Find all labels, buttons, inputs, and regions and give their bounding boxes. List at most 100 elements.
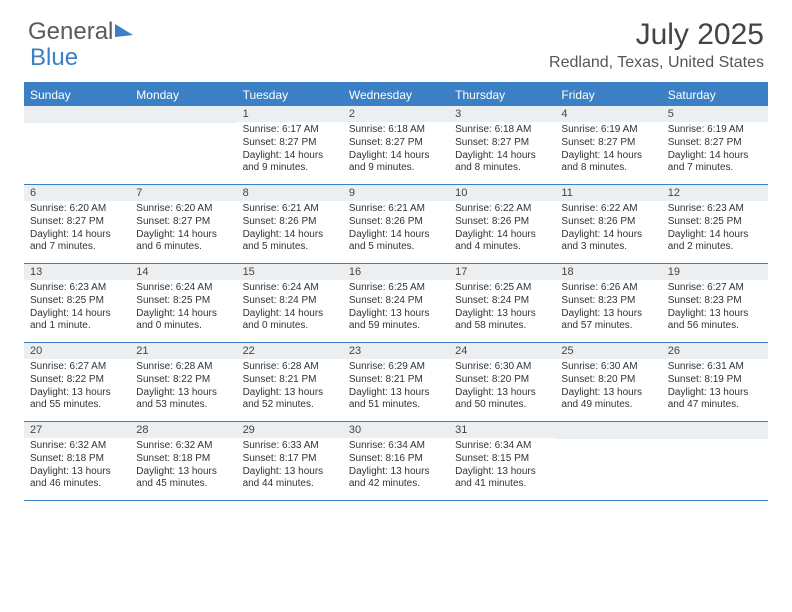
- daylight-line: Daylight: 13 hours and 56 minutes.: [668, 308, 762, 334]
- sunset-line: Sunset: 8:25 PM: [668, 216, 762, 229]
- day-cell: 3Sunrise: 6:18 AMSunset: 8:27 PMDaylight…: [449, 106, 555, 184]
- daylight-line: Daylight: 14 hours and 5 minutes.: [349, 229, 443, 255]
- day-cell: 15Sunrise: 6:24 AMSunset: 8:24 PMDayligh…: [237, 264, 343, 342]
- day-cell: 28Sunrise: 6:32 AMSunset: 8:18 PMDayligh…: [130, 422, 236, 500]
- day-number: 30: [343, 422, 449, 438]
- sunset-line: Sunset: 8:20 PM: [455, 374, 549, 387]
- day-body: Sunrise: 6:30 AMSunset: 8:20 PMDaylight:…: [555, 359, 661, 416]
- day-cell: 31Sunrise: 6:34 AMSunset: 8:15 PMDayligh…: [449, 422, 555, 500]
- daylight-line: Daylight: 13 hours and 44 minutes.: [243, 466, 337, 492]
- sunrise-line: Sunrise: 6:33 AM: [243, 440, 337, 453]
- sunrise-line: Sunrise: 6:25 AM: [455, 282, 549, 295]
- daylight-line: Daylight: 14 hours and 6 minutes.: [136, 229, 230, 255]
- day-cell: 23Sunrise: 6:29 AMSunset: 8:21 PMDayligh…: [343, 343, 449, 421]
- day-number: [130, 106, 236, 123]
- day-cell: 21Sunrise: 6:28 AMSunset: 8:22 PMDayligh…: [130, 343, 236, 421]
- day-cell: 8Sunrise: 6:21 AMSunset: 8:26 PMDaylight…: [237, 185, 343, 263]
- weeks-container: 1Sunrise: 6:17 AMSunset: 8:27 PMDaylight…: [24, 106, 768, 501]
- day-cell-empty: [24, 106, 130, 184]
- day-body: Sunrise: 6:21 AMSunset: 8:26 PMDaylight:…: [343, 201, 449, 258]
- daylight-line: Daylight: 13 hours and 46 minutes.: [30, 466, 124, 492]
- sunset-line: Sunset: 8:27 PM: [668, 137, 762, 150]
- logo: General: [28, 18, 133, 46]
- week-row: 6Sunrise: 6:20 AMSunset: 8:27 PMDaylight…: [24, 185, 768, 264]
- sunrise-line: Sunrise: 6:26 AM: [561, 282, 655, 295]
- day-body: Sunrise: 6:27 AMSunset: 8:23 PMDaylight:…: [662, 280, 768, 337]
- daylight-line: Daylight: 14 hours and 5 minutes.: [243, 229, 337, 255]
- sunset-line: Sunset: 8:27 PM: [136, 216, 230, 229]
- daylight-line: Daylight: 13 hours and 59 minutes.: [349, 308, 443, 334]
- logo-triangle-icon: [115, 22, 133, 37]
- sunset-line: Sunset: 8:23 PM: [561, 295, 655, 308]
- sunset-line: Sunset: 8:19 PM: [668, 374, 762, 387]
- day-number: 3: [449, 106, 555, 122]
- sunset-line: Sunset: 8:22 PM: [30, 374, 124, 387]
- sunset-line: Sunset: 8:25 PM: [30, 295, 124, 308]
- daylight-line: Daylight: 13 hours and 45 minutes.: [136, 466, 230, 492]
- sunrise-line: Sunrise: 6:31 AM: [668, 361, 762, 374]
- day-body: Sunrise: 6:29 AMSunset: 8:21 PMDaylight:…: [343, 359, 449, 416]
- day-body: Sunrise: 6:28 AMSunset: 8:21 PMDaylight:…: [237, 359, 343, 416]
- day-cell: 30Sunrise: 6:34 AMSunset: 8:16 PMDayligh…: [343, 422, 449, 500]
- day-of-week-cell: Monday: [130, 84, 236, 106]
- day-cell: 18Sunrise: 6:26 AMSunset: 8:23 PMDayligh…: [555, 264, 661, 342]
- day-body: Sunrise: 6:20 AMSunset: 8:27 PMDaylight:…: [130, 201, 236, 258]
- day-body: Sunrise: 6:21 AMSunset: 8:26 PMDaylight:…: [237, 201, 343, 258]
- sunset-line: Sunset: 8:27 PM: [30, 216, 124, 229]
- week-row: 1Sunrise: 6:17 AMSunset: 8:27 PMDaylight…: [24, 106, 768, 185]
- day-number: 31: [449, 422, 555, 438]
- sunset-line: Sunset: 8:24 PM: [243, 295, 337, 308]
- day-number: 14: [130, 264, 236, 280]
- sunrise-line: Sunrise: 6:17 AM: [243, 124, 337, 137]
- sunrise-line: Sunrise: 6:23 AM: [30, 282, 124, 295]
- day-number: 9: [343, 185, 449, 201]
- location-text: Redland, Texas, United States: [549, 54, 764, 72]
- day-cell: 11Sunrise: 6:22 AMSunset: 8:26 PMDayligh…: [555, 185, 661, 263]
- day-of-week-row: SundayMondayTuesdayWednesdayThursdayFrid…: [24, 84, 768, 106]
- day-cell: 19Sunrise: 6:27 AMSunset: 8:23 PMDayligh…: [662, 264, 768, 342]
- sunset-line: Sunset: 8:27 PM: [561, 137, 655, 150]
- day-number: 10: [449, 185, 555, 201]
- sunrise-line: Sunrise: 6:22 AM: [455, 203, 549, 216]
- day-number: 19: [662, 264, 768, 280]
- day-body: Sunrise: 6:34 AMSunset: 8:16 PMDaylight:…: [343, 438, 449, 495]
- week-row: 13Sunrise: 6:23 AMSunset: 8:25 PMDayligh…: [24, 264, 768, 343]
- day-cell: 7Sunrise: 6:20 AMSunset: 8:27 PMDaylight…: [130, 185, 236, 263]
- sunrise-line: Sunrise: 6:32 AM: [30, 440, 124, 453]
- day-number: 15: [237, 264, 343, 280]
- daylight-line: Daylight: 14 hours and 8 minutes.: [455, 150, 549, 176]
- day-number: 22: [237, 343, 343, 359]
- day-cell: 2Sunrise: 6:18 AMSunset: 8:27 PMDaylight…: [343, 106, 449, 184]
- day-number: [555, 422, 661, 439]
- sunset-line: Sunset: 8:26 PM: [243, 216, 337, 229]
- day-cell: 4Sunrise: 6:19 AMSunset: 8:27 PMDaylight…: [555, 106, 661, 184]
- day-of-week-cell: Sunday: [24, 84, 130, 106]
- day-body: Sunrise: 6:31 AMSunset: 8:19 PMDaylight:…: [662, 359, 768, 416]
- day-body: Sunrise: 6:17 AMSunset: 8:27 PMDaylight:…: [237, 122, 343, 179]
- sunset-line: Sunset: 8:18 PM: [136, 453, 230, 466]
- sunset-line: Sunset: 8:18 PM: [30, 453, 124, 466]
- daylight-line: Daylight: 13 hours and 50 minutes.: [455, 387, 549, 413]
- day-number: 2: [343, 106, 449, 122]
- day-of-week-cell: Wednesday: [343, 84, 449, 106]
- sunset-line: Sunset: 8:24 PM: [455, 295, 549, 308]
- day-cell: 27Sunrise: 6:32 AMSunset: 8:18 PMDayligh…: [24, 422, 130, 500]
- sunrise-line: Sunrise: 6:22 AM: [561, 203, 655, 216]
- sunrise-line: Sunrise: 6:20 AM: [136, 203, 230, 216]
- day-cell: 17Sunrise: 6:25 AMSunset: 8:24 PMDayligh…: [449, 264, 555, 342]
- day-body: Sunrise: 6:20 AMSunset: 8:27 PMDaylight:…: [24, 201, 130, 258]
- sunset-line: Sunset: 8:27 PM: [243, 137, 337, 150]
- day-cell: 9Sunrise: 6:21 AMSunset: 8:26 PMDaylight…: [343, 185, 449, 263]
- sunrise-line: Sunrise: 6:19 AM: [561, 124, 655, 137]
- daylight-line: Daylight: 14 hours and 9 minutes.: [349, 150, 443, 176]
- day-body: Sunrise: 6:32 AMSunset: 8:18 PMDaylight:…: [24, 438, 130, 495]
- day-cell: 10Sunrise: 6:22 AMSunset: 8:26 PMDayligh…: [449, 185, 555, 263]
- day-number: 18: [555, 264, 661, 280]
- daylight-line: Daylight: 13 hours and 58 minutes.: [455, 308, 549, 334]
- day-number: 21: [130, 343, 236, 359]
- day-body: Sunrise: 6:30 AMSunset: 8:20 PMDaylight:…: [449, 359, 555, 416]
- sunset-line: Sunset: 8:21 PM: [243, 374, 337, 387]
- day-number: [24, 106, 130, 123]
- day-body: Sunrise: 6:26 AMSunset: 8:23 PMDaylight:…: [555, 280, 661, 337]
- day-number: 12: [662, 185, 768, 201]
